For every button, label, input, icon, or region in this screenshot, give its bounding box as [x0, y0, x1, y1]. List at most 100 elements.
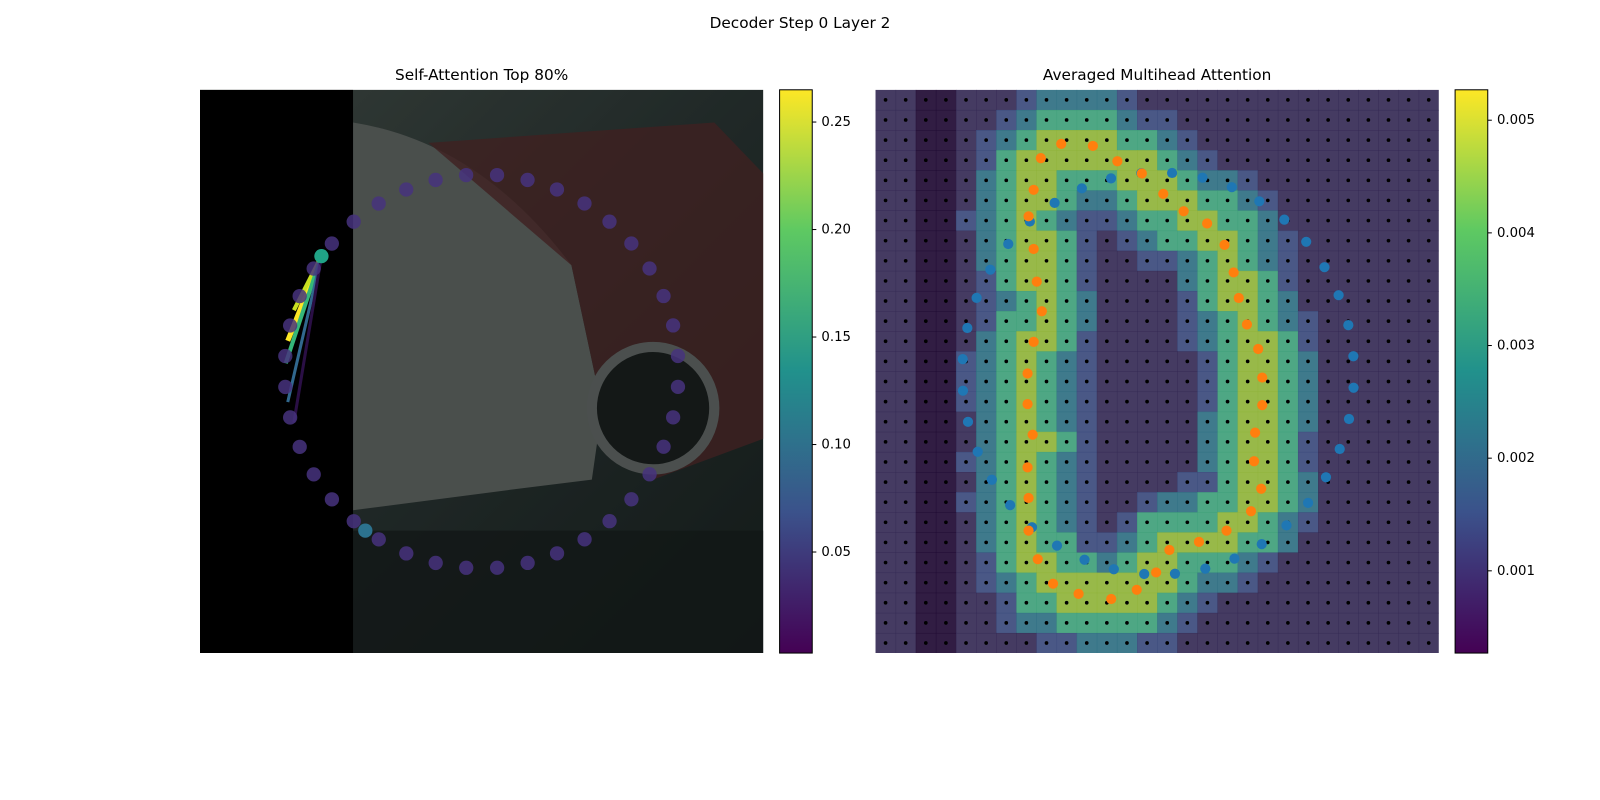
grid-dot — [1145, 560, 1149, 565]
grid-dot — [1346, 258, 1351, 263]
grid-dot — [1205, 339, 1210, 344]
grid-dot — [1165, 198, 1170, 203]
grid-dot — [1044, 98, 1049, 102]
grid-dot — [1346, 158, 1351, 163]
grid-dot — [1205, 600, 1210, 605]
point — [1022, 398, 1033, 410]
point — [656, 439, 671, 454]
grid-dot — [923, 600, 928, 605]
grid-dot — [1084, 480, 1089, 484]
point — [459, 560, 474, 575]
grid-dot — [1105, 198, 1109, 203]
point — [1178, 206, 1189, 217]
grid-dot — [1044, 600, 1049, 605]
point — [1219, 239, 1230, 250]
grid-dot — [1346, 520, 1351, 525]
point — [1348, 382, 1359, 393]
point — [1049, 197, 1060, 208]
grid-dot — [1125, 641, 1129, 645]
grid-dot — [1105, 480, 1109, 484]
grid-dot — [1064, 480, 1069, 484]
grid-dot — [1004, 198, 1009, 203]
grid-dot — [1406, 218, 1411, 223]
grid-dot — [1366, 641, 1371, 645]
point — [489, 560, 505, 575]
grid-dot — [944, 279, 948, 283]
grid-dot — [964, 158, 968, 163]
grid-dot — [1306, 379, 1310, 384]
grid-dot — [923, 399, 928, 404]
query-point — [314, 248, 329, 264]
grid-dot — [1225, 118, 1230, 122]
grid-dot — [984, 440, 988, 444]
grid-dot — [944, 339, 948, 344]
point — [458, 167, 474, 183]
figure-title: Decoder Step 0 Layer 2 — [710, 14, 891, 32]
grid-dot — [923, 118, 928, 122]
grid-dot — [1024, 359, 1029, 364]
grid-dot — [1286, 178, 1290, 183]
grid-dot — [1004, 440, 1009, 444]
grid-dot — [964, 560, 968, 565]
point — [1250, 427, 1261, 438]
point — [1022, 368, 1033, 379]
point — [1079, 554, 1090, 565]
grid-dot — [1185, 218, 1190, 223]
grid-dot — [1064, 118, 1069, 122]
grid-dot — [903, 138, 908, 142]
grid-dot — [964, 218, 968, 223]
grid-dot — [1084, 520, 1089, 525]
grid-dot — [1366, 560, 1371, 565]
grid-dot — [1064, 178, 1069, 183]
grid-dot — [984, 258, 988, 263]
grid-dot — [883, 379, 888, 384]
grid-dot — [1084, 258, 1089, 263]
shade — [353, 89, 764, 654]
grid-dot — [1245, 279, 1250, 283]
grid-dot — [1125, 238, 1129, 243]
grid-dot — [1105, 279, 1109, 283]
grid-dot — [984, 500, 988, 505]
grid-dot — [964, 279, 968, 283]
grid-dot — [1185, 621, 1190, 625]
grid-dot — [1105, 520, 1109, 525]
grid-dot — [1125, 500, 1129, 505]
point — [665, 410, 681, 425]
grid-dot — [1185, 500, 1190, 505]
grid-dot — [1064, 299, 1069, 303]
grid-dot — [1386, 419, 1391, 424]
grid-dot — [1004, 399, 1009, 404]
grid-dot — [1225, 279, 1230, 283]
grid-dot — [883, 319, 888, 323]
grid-dot — [1306, 319, 1310, 323]
grid-dot — [1406, 621, 1411, 625]
grid-dot — [1064, 440, 1069, 444]
grid-dot — [1286, 359, 1290, 364]
left-image — [200, 89, 764, 654]
grid-dot — [1084, 319, 1089, 323]
grid-dot — [1105, 158, 1109, 163]
grid-dot — [1145, 540, 1149, 545]
grid-dot — [1406, 178, 1411, 183]
grid-dot — [1145, 138, 1149, 142]
grid-dot — [1245, 480, 1250, 484]
grid-dot — [1185, 520, 1190, 525]
grid-dot — [1105, 399, 1109, 404]
grid-dot — [984, 158, 988, 163]
grid-dot — [1406, 98, 1411, 102]
grid-dot — [1225, 258, 1230, 263]
grid-dot — [1366, 359, 1371, 364]
grid-dot — [1205, 279, 1210, 283]
point — [1139, 568, 1150, 580]
grid-dot — [1024, 238, 1029, 243]
grid-dot — [1426, 319, 1431, 323]
grid-dot — [1426, 198, 1431, 203]
grid-dot — [1004, 299, 1009, 303]
grid-dot — [903, 520, 908, 525]
grid-dot — [1024, 520, 1029, 525]
grid-dot — [1326, 118, 1330, 122]
grid-dot — [1265, 238, 1270, 243]
grid-dot — [1064, 600, 1069, 605]
grid-dot — [1105, 118, 1109, 122]
grid-dot — [1326, 138, 1330, 142]
